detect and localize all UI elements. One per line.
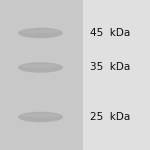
Ellipse shape	[21, 113, 60, 118]
Ellipse shape	[21, 29, 60, 34]
Ellipse shape	[21, 64, 60, 68]
Text: 35  kDa: 35 kDa	[90, 63, 130, 72]
Ellipse shape	[18, 112, 63, 122]
FancyBboxPatch shape	[0, 0, 82, 150]
Text: 25  kDa: 25 kDa	[90, 112, 130, 122]
Ellipse shape	[18, 28, 63, 38]
Ellipse shape	[18, 62, 63, 73]
Text: 45  kDa: 45 kDa	[90, 28, 130, 38]
